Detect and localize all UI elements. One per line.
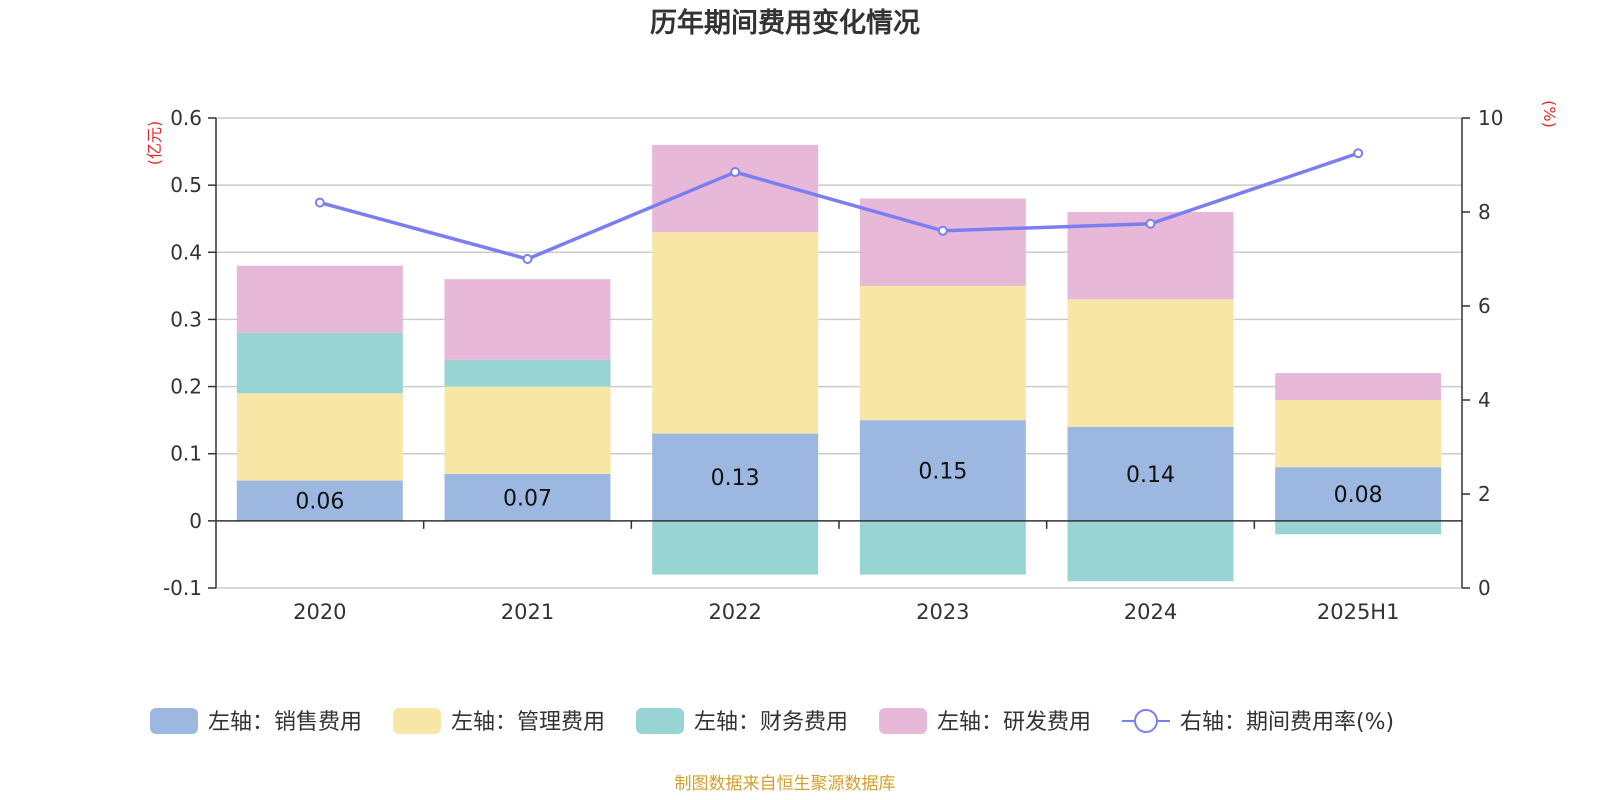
rate-point: [1145, 218, 1156, 229]
source-note: 制图数据来自恒生聚源数据库: [675, 774, 896, 794]
legend-label: 左轴：研发费用: [937, 710, 1091, 735]
right-axis-tick-label: 6: [1478, 294, 1491, 318]
left-axis-tick-label: 0.2: [170, 375, 202, 399]
data-label: 0.06: [295, 490, 344, 515]
x-axis-tick-label: 2022: [708, 600, 761, 624]
grid-lines: [216, 117, 1462, 589]
x-axis-tick-label: 2023: [916, 600, 969, 624]
x-axis-tick-label: 2025H1: [1317, 600, 1400, 624]
rate-point: [1353, 148, 1364, 159]
bar: [236, 480, 403, 521]
data-label: 0.13: [711, 466, 760, 491]
axes: -0.1 0 0.1 0.2 0.3 0.4 0.5 0.6 0 2 4 6 8 10 2020 2021 20…: [163, 106, 1503, 624]
right-axis-tick-label: 10: [1478, 106, 1503, 130]
bar: [1275, 400, 1442, 468]
bar: [859, 285, 1026, 421]
legend-line-marker-circle: [1134, 709, 1158, 733]
bar: [1067, 299, 1234, 427]
rate-point: [730, 167, 741, 178]
left-axis-tick-label: 0.4: [170, 240, 202, 264]
right-axis-unit: (%): [1540, 100, 1559, 128]
x-axis-tick-label: 2024: [1124, 600, 1177, 624]
right-axis-tick-label: 8: [1478, 200, 1491, 224]
data-label: 0.07: [503, 486, 552, 511]
bar-series: [236, 144, 1442, 582]
x-axis-tick-label: 2020: [293, 600, 346, 624]
bar: [859, 420, 1026, 521]
left-axis-tick-label: 0.6: [170, 106, 202, 130]
bar: [1067, 426, 1234, 521]
bar: [1067, 520, 1234, 582]
left-axis-tick-label: -0.1: [163, 576, 202, 600]
right-axis-tick-label: 4: [1478, 388, 1491, 412]
legend-swatch: [150, 708, 198, 734]
rate-point: [314, 197, 325, 208]
rate-point: [937, 225, 948, 236]
data-labels: 0.06 0.07 0.13 0.15 0.14 0.08: [295, 460, 1382, 515]
data-label: 0.15: [918, 460, 967, 485]
bar: [652, 520, 819, 575]
right-axis-tick-label: 0: [1478, 576, 1491, 600]
left-axis-tick-label: 0: [189, 509, 202, 533]
left-axis-tick-label: 0.1: [170, 442, 202, 466]
legend-swatch: [393, 708, 441, 734]
bar: [652, 232, 819, 434]
line-series: [314, 148, 1364, 264]
bar: [444, 279, 611, 360]
chart-title: 历年期间费用变化情况: [650, 7, 920, 39]
legend-label: 左轴：销售费用: [208, 710, 362, 735]
left-axis-tick-label: 0.3: [170, 307, 202, 331]
bar: [444, 359, 611, 387]
legend-label: 左轴：财务费用: [694, 710, 848, 735]
bar: [1275, 373, 1442, 400]
legend-label: 左轴：管理费用: [451, 710, 605, 735]
bar: [1275, 467, 1442, 521]
right-axis-tick-label: 2: [1478, 482, 1491, 506]
legend-label: 右轴：期间费用率(%): [1180, 710, 1394, 735]
x-axis-tick-label: 2021: [501, 600, 554, 624]
bar: [236, 265, 403, 333]
rate-line: [319, 151, 1359, 261]
legend-swatch: [879, 708, 927, 734]
bar: [444, 386, 611, 474]
legend-swatch: [636, 708, 684, 734]
bar: [859, 198, 1026, 286]
bar: [1275, 520, 1442, 535]
data-label: 0.14: [1126, 463, 1175, 488]
bar: [236, 332, 403, 394]
rate-point: [522, 254, 533, 264]
legend: 左轴：销售费用 左轴：管理费用 左轴：财务费用 左轴：研发费用 右轴：期间费用率(%): [150, 708, 1394, 735]
bar: [236, 393, 403, 481]
left-axis-tick-label: 0.5: [170, 173, 202, 197]
left-axis-unit: (亿元): [145, 121, 164, 166]
bar: [444, 473, 611, 521]
data-label: 0.08: [1334, 483, 1383, 508]
bar: [652, 433, 819, 521]
bar: [859, 520, 1026, 575]
